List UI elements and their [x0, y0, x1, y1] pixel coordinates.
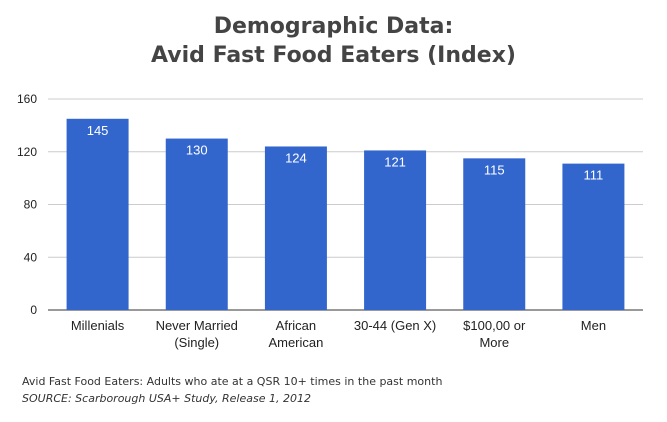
bar-data-label: 124: [285, 150, 307, 165]
footnote-block: Avid Fast Food Eaters: Adults who ate at…: [22, 373, 442, 407]
chart-title: Demographic Data: Avid Fast Food Eaters …: [0, 12, 667, 70]
chart-title-line-2: Avid Fast Food Eaters (Index): [151, 43, 516, 68]
bar-data-label: 130: [186, 143, 208, 158]
bar: [562, 163, 625, 310]
chart-title-line-1: Demographic Data:: [213, 14, 454, 39]
bar-data-label: 121: [384, 154, 406, 169]
source-text: SOURCE: Scarborough USA+ Study, Release …: [22, 392, 311, 405]
y-tick-label: 0: [30, 303, 37, 317]
bar-data-label: 115: [484, 162, 505, 177]
bar: [463, 158, 526, 310]
bar-chart: 0 40 80 120 160 145 Millenials 130 Never Married…: [17, 92, 643, 350]
y-tick-label: 120: [17, 145, 37, 159]
y-tick-label: 40: [24, 250, 38, 264]
bar-data-label: 145: [87, 123, 109, 138]
x-tick-label: Millenials: [71, 318, 125, 333]
bar: [264, 146, 327, 310]
x-tick-label: 30-44 (Gen X): [354, 318, 436, 333]
bar: [165, 138, 228, 310]
footnote-text: Avid Fast Food Eaters: Adults who ate at…: [22, 375, 443, 388]
x-tick-label: $100,00 or More: [463, 318, 526, 350]
bar-data-label: 111: [584, 168, 604, 183]
x-tick-label: African American: [268, 318, 323, 350]
bar: [364, 150, 427, 310]
x-tick-label: Never Married (Single): [156, 318, 238, 350]
y-tick-label: 160: [17, 92, 37, 106]
x-tick-label: Men: [581, 318, 606, 333]
bar: [66, 118, 129, 310]
y-tick-label: 80: [24, 198, 38, 212]
